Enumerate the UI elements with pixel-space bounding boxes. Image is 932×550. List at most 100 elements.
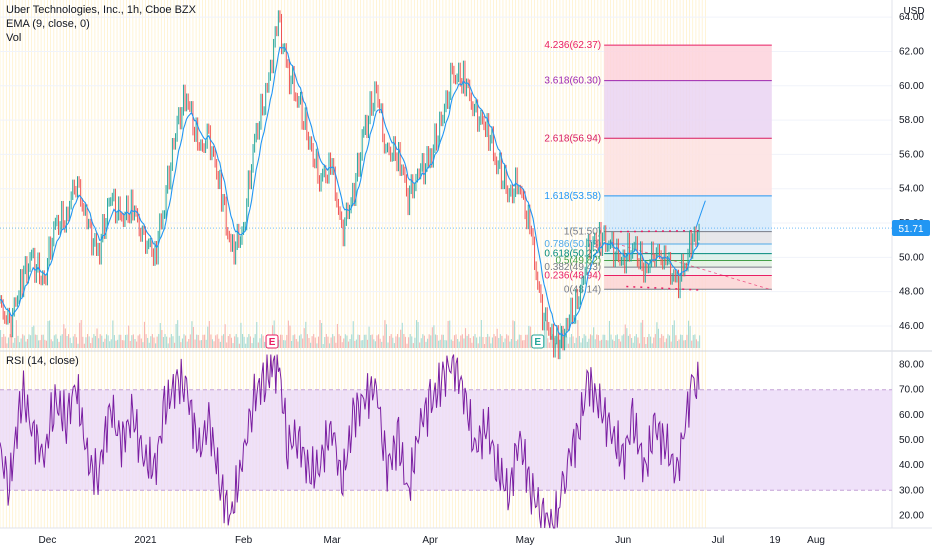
- volume-bar: [474, 334, 476, 348]
- volume-bar: [208, 321, 210, 348]
- ema-legend[interactable]: EMA (9, close, 0): [6, 18, 90, 30]
- volume-bar: [7, 337, 10, 348]
- volume-bar: [692, 335, 694, 348]
- volume-bar: [20, 338, 22, 348]
- fib-label-1.618: 1.618(53.58): [544, 191, 601, 202]
- volume-bar: [393, 343, 395, 348]
- volume-bar: [570, 334, 573, 348]
- earnings-marker[interactable]: E: [531, 334, 545, 349]
- rsi-pane: [0, 354, 892, 529]
- volume-bar: [490, 343, 492, 348]
- volume-bar: [395, 336, 397, 348]
- volume-bar: [91, 337, 93, 348]
- volume-bar: [438, 340, 440, 348]
- volume-bar: [167, 343, 169, 348]
- volume-bar: [219, 341, 221, 348]
- volume-bar: [294, 334, 296, 348]
- volume-bar: [128, 325, 130, 348]
- volume-bar: [340, 335, 342, 348]
- volume-bar: [166, 336, 168, 348]
- time-tick: Feb: [235, 535, 253, 546]
- volume-bar: [493, 334, 495, 348]
- earnings-marker[interactable]: E: [265, 334, 279, 349]
- volume-bar: [523, 340, 525, 348]
- axes: USD46.0048.0050.0052.0054.0056.0058.0060…: [0, 6, 930, 546]
- volume-bar: [11, 336, 13, 348]
- volume-bar: [99, 334, 101, 348]
- volume-bar: [154, 343, 157, 348]
- time-tick: Apr: [422, 535, 438, 546]
- volume-bar: [164, 334, 166, 348]
- volume-bar: [654, 334, 656, 348]
- volume-bar: [321, 323, 323, 348]
- volume-bar: [360, 340, 362, 348]
- volume-bar: [583, 334, 585, 348]
- volume-bar: [357, 334, 359, 348]
- volume-bar: [439, 339, 441, 348]
- volume-bar: [346, 335, 348, 348]
- volume-bar: [382, 335, 384, 348]
- volume-bar: [422, 334, 424, 348]
- volume-bar: [159, 323, 161, 348]
- volume-bar: [476, 337, 478, 348]
- rsi-tick: 50.00: [899, 435, 924, 446]
- volume-bar: [102, 341, 104, 348]
- volume-bar: [480, 320, 482, 348]
- volume-bar: [322, 343, 324, 348]
- volume-bar: [411, 336, 413, 348]
- symbol-legend[interactable]: Uber Technologies, Inc., 1h, Cboe BZX: [6, 4, 196, 16]
- volume-bar: [635, 334, 637, 348]
- volume-bar: [401, 322, 403, 348]
- volume-bar: [676, 340, 679, 348]
- volume-bar: [499, 334, 501, 348]
- volume-bar: [430, 335, 432, 348]
- volume-bar: [333, 336, 335, 348]
- volume-bar: [295, 339, 297, 348]
- volume-bar: [94, 336, 96, 348]
- volume-bar: [436, 335, 438, 348]
- volume-bar: [354, 340, 356, 348]
- fib-label-2.618: 2.618(56.94): [544, 133, 601, 144]
- rsi-legend[interactable]: RSI (14, close): [6, 355, 79, 367]
- volume-bar: [661, 334, 663, 348]
- time-tick: 2021: [134, 535, 157, 546]
- volume-bar: [181, 338, 183, 348]
- volume-bar: [414, 337, 416, 348]
- currency-label: USD: [903, 6, 924, 17]
- volume-bar: [61, 334, 63, 348]
- volume-bar: [283, 340, 285, 348]
- volume-bar: [83, 343, 85, 348]
- volume-bar: [284, 340, 286, 348]
- volume-bar: [123, 340, 125, 348]
- volume-bar: [129, 340, 131, 348]
- volume-bar: [684, 340, 686, 348]
- volume-bar: [344, 334, 346, 348]
- volume-bar: [39, 340, 41, 348]
- fib-zone-1: [604, 231, 772, 244]
- volume-bar: [515, 340, 517, 348]
- volume-bar: [60, 335, 62, 348]
- volume-bar: [47, 321, 49, 348]
- fib-zone-4.236: [604, 45, 772, 81]
- volume-bar: [238, 343, 240, 348]
- volume-legend[interactable]: Vol: [6, 32, 22, 44]
- volume-bar: [151, 334, 153, 348]
- volume-bar: [85, 337, 87, 348]
- volume-bar: [287, 320, 289, 348]
- volume-bar: [183, 334, 185, 348]
- volume-bar: [186, 341, 188, 348]
- volume-bar: [594, 339, 596, 348]
- volume-bar: [645, 343, 647, 348]
- volume-bar: [446, 340, 448, 348]
- fib-label-0.236: 0.236(48.94): [544, 271, 601, 282]
- volume-bar: [442, 334, 444, 348]
- volume-bar: [419, 342, 421, 348]
- volume-bar: [42, 334, 44, 348]
- fib-zone-1.618: [604, 195, 772, 232]
- volume-bar: [697, 341, 699, 348]
- volume-bar: [512, 320, 514, 348]
- volume-bar: [63, 324, 65, 348]
- volume-bar: [665, 338, 667, 348]
